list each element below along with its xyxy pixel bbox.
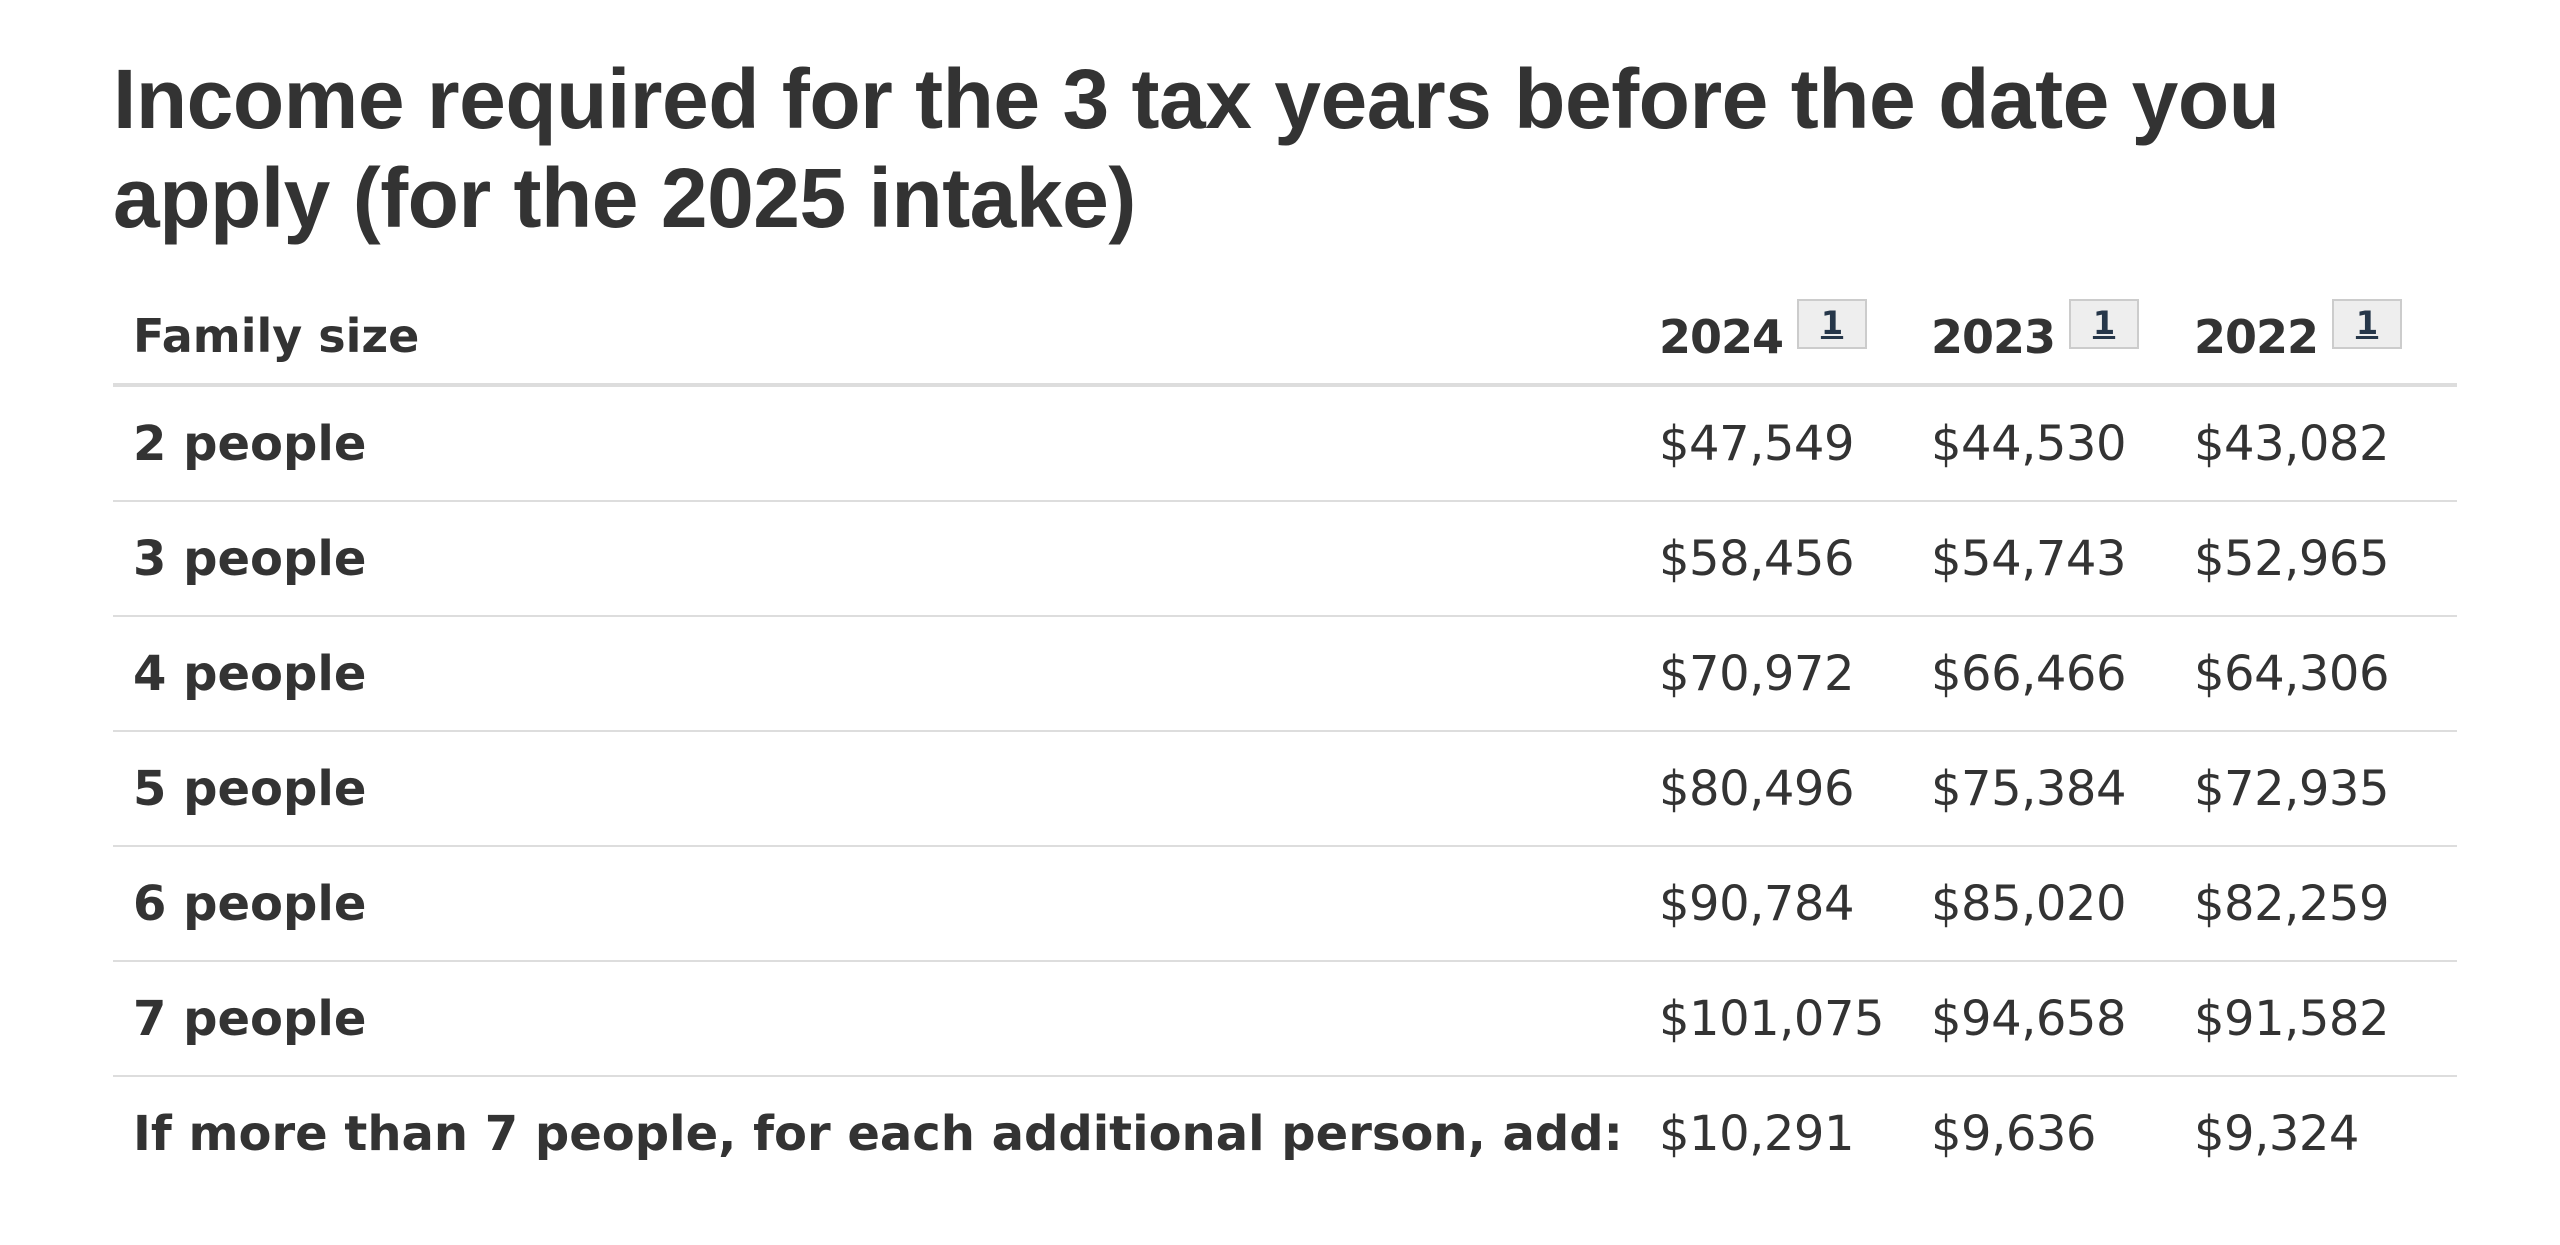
- table-row: 7 people $101,075 $94,658 $91,582: [113, 961, 2457, 1077]
- row-label: 6 people: [113, 846, 1659, 962]
- value-cell: $43,082: [2194, 385, 2457, 502]
- value-cell: $64,306: [2194, 616, 2457, 732]
- value-cell: $101,075: [1659, 961, 1931, 1077]
- value-cell: $54,743: [1931, 501, 2194, 617]
- page-title: Income required for the 3 tax years befo…: [113, 52, 2280, 245]
- value-cell: $80,496: [1659, 731, 1931, 847]
- row-label: If more than 7 people, for each addition…: [133, 1105, 1623, 1162]
- value-cell: $58,456: [1659, 501, 1931, 617]
- table-row: 6 people $90,784 $85,020 $82,259: [113, 846, 2457, 962]
- value-cell: $75,384: [1931, 731, 2194, 847]
- row-label: 7 people: [113, 961, 1659, 1077]
- value-cell: $91,582: [2194, 961, 2457, 1077]
- row-label: 4 people: [113, 616, 1659, 732]
- income-table: Family size 2024 1 2023 1 2022 1 2 people $…: [113, 288, 2457, 1190]
- year-label: 2024: [1659, 310, 1784, 365]
- value-cell: $66,466: [1931, 616, 2194, 732]
- footnote-link[interactable]: 1: [2332, 298, 2403, 349]
- row-label: 5 people: [113, 731, 1659, 847]
- value-cell: $9,324: [2194, 1105, 2359, 1162]
- table-row: If more than 7 people, for each addition…: [113, 1076, 2457, 1190]
- table-row: 3 people $58,456 $54,743 $52,965: [113, 501, 2457, 617]
- table-row: 4 people $70,972 $66,466 $64,306: [113, 616, 2457, 732]
- value-cell: $72,935: [2194, 731, 2457, 847]
- footnote-link[interactable]: 1: [1797, 298, 1868, 349]
- value-cell: $82,259: [2194, 846, 2457, 962]
- row-label: 2 people: [113, 385, 1659, 502]
- value-cell: $52,965: [2194, 501, 2457, 617]
- main-content: Income required for the 3 tax years befo…: [113, 50, 2457, 1190]
- value-cell: $10,291: [1659, 1105, 1855, 1162]
- table-row: 2 people $47,549 $44,530 $43,082: [113, 385, 2457, 502]
- year-header-2022: 2022 1: [2194, 288, 2457, 387]
- row-label: 3 people: [113, 501, 1659, 617]
- footnote-link[interactable]: 1: [2069, 298, 2140, 349]
- table-header: Family size 2024 1 2023 1 2022 1: [113, 288, 2457, 387]
- value-cell: $47,549: [1659, 385, 1931, 502]
- table-row: 5 people $80,496 $75,384 $72,935: [113, 731, 2457, 847]
- year-label: 2023: [1931, 310, 2056, 365]
- value-cell: $9,636: [1931, 1105, 2096, 1162]
- year-label: 2022: [2194, 310, 2319, 365]
- value-cell: $85,020: [1931, 846, 2194, 962]
- table-body: 2 people $47,549 $44,530 $43,082 3 peopl…: [113, 385, 2457, 1190]
- value-cell: $90,784: [1659, 846, 1931, 962]
- family-size-header: Family size: [113, 288, 1659, 387]
- year-header-2023: 2023 1: [1931, 288, 2194, 387]
- value-cell: $94,658: [1931, 961, 2194, 1077]
- value-cell: $44,530: [1931, 385, 2194, 502]
- value-cell: $70,972: [1659, 616, 1931, 732]
- year-header-2024: 2024 1: [1659, 288, 1931, 387]
- header-row: Family size 2024 1 2023 1 2022 1: [113, 288, 2457, 387]
